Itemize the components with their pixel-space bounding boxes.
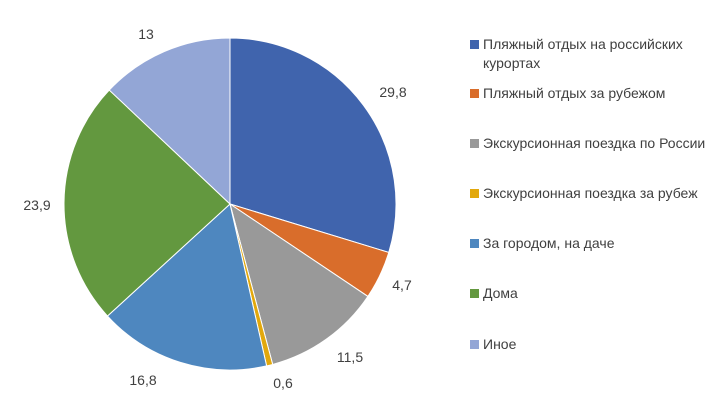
legend-label: Пляжный отдых за рубежом <box>483 85 666 101</box>
legend-swatch <box>470 289 479 298</box>
legend-swatch <box>470 139 479 148</box>
legend-swatch <box>470 340 479 349</box>
data-label: 13 <box>138 26 154 42</box>
legend-label: Экскурсионная поездка за рубеж <box>483 185 698 201</box>
data-label: 11,5 <box>337 349 363 365</box>
pie-slice <box>229 37 397 254</box>
legend-label: Экскурсионная поездка по России <box>483 135 706 151</box>
data-label: 29,8 <box>379 84 406 100</box>
pie-slice <box>229 202 369 366</box>
pie-slice <box>63 89 231 317</box>
legend-swatch <box>470 239 479 248</box>
legend-label: Дома <box>483 285 518 301</box>
pie-slice <box>106 203 268 371</box>
data-label: 23,9 <box>23 197 50 213</box>
legend-swatch <box>470 189 479 198</box>
legend-swatch <box>470 40 479 49</box>
data-label: 4,7 <box>392 277 412 293</box>
legend-label: Пляжный отдых на российских курортах <box>483 36 683 71</box>
pie-slice <box>108 37 231 206</box>
data-label: 0,6 <box>273 375 293 391</box>
data-label: 16,8 <box>129 372 156 388</box>
legend-swatch <box>470 89 479 98</box>
legend-label: Иное <box>483 336 517 352</box>
legend-label: За городом, на даче <box>483 235 615 251</box>
